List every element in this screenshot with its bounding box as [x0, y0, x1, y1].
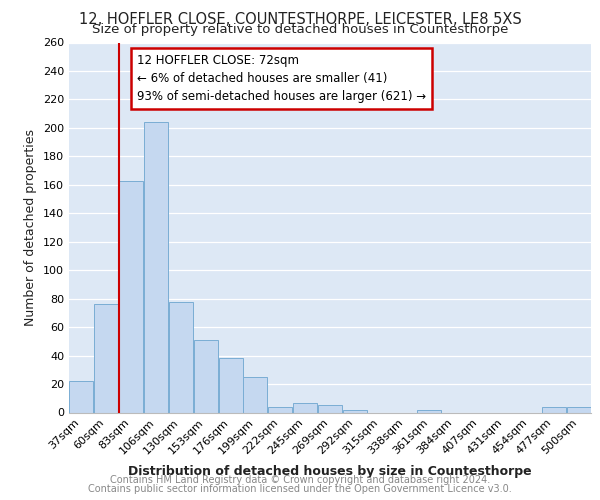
- Bar: [566, 407, 590, 412]
- Bar: [70, 381, 94, 412]
- Bar: [169, 302, 193, 412]
- Text: Contains HM Land Registry data © Crown copyright and database right 2024.: Contains HM Land Registry data © Crown c…: [110, 475, 490, 485]
- Y-axis label: Number of detached properties: Number of detached properties: [25, 129, 37, 326]
- X-axis label: Distribution of detached houses by size in Countesthorpe: Distribution of detached houses by size …: [128, 464, 532, 477]
- Text: Size of property relative to detached houses in Countesthorpe: Size of property relative to detached ho…: [92, 22, 508, 36]
- Bar: [94, 304, 118, 412]
- Bar: [542, 407, 566, 412]
- Text: Contains public sector information licensed under the Open Government Licence v3: Contains public sector information licen…: [88, 484, 512, 494]
- Text: 12 HOFFLER CLOSE: 72sqm
← 6% of detached houses are smaller (41)
93% of semi-det: 12 HOFFLER CLOSE: 72sqm ← 6% of detached…: [137, 54, 426, 102]
- Bar: [218, 358, 242, 412]
- Bar: [144, 122, 168, 412]
- Bar: [318, 406, 342, 412]
- Bar: [119, 180, 143, 412]
- Text: 12, HOFFLER CLOSE, COUNTESTHORPE, LEICESTER, LE8 5XS: 12, HOFFLER CLOSE, COUNTESTHORPE, LEICES…: [79, 12, 521, 28]
- Bar: [194, 340, 218, 412]
- Bar: [343, 410, 367, 412]
- Bar: [268, 407, 292, 412]
- Bar: [244, 377, 268, 412]
- Bar: [293, 402, 317, 412]
- Bar: [418, 410, 442, 412]
